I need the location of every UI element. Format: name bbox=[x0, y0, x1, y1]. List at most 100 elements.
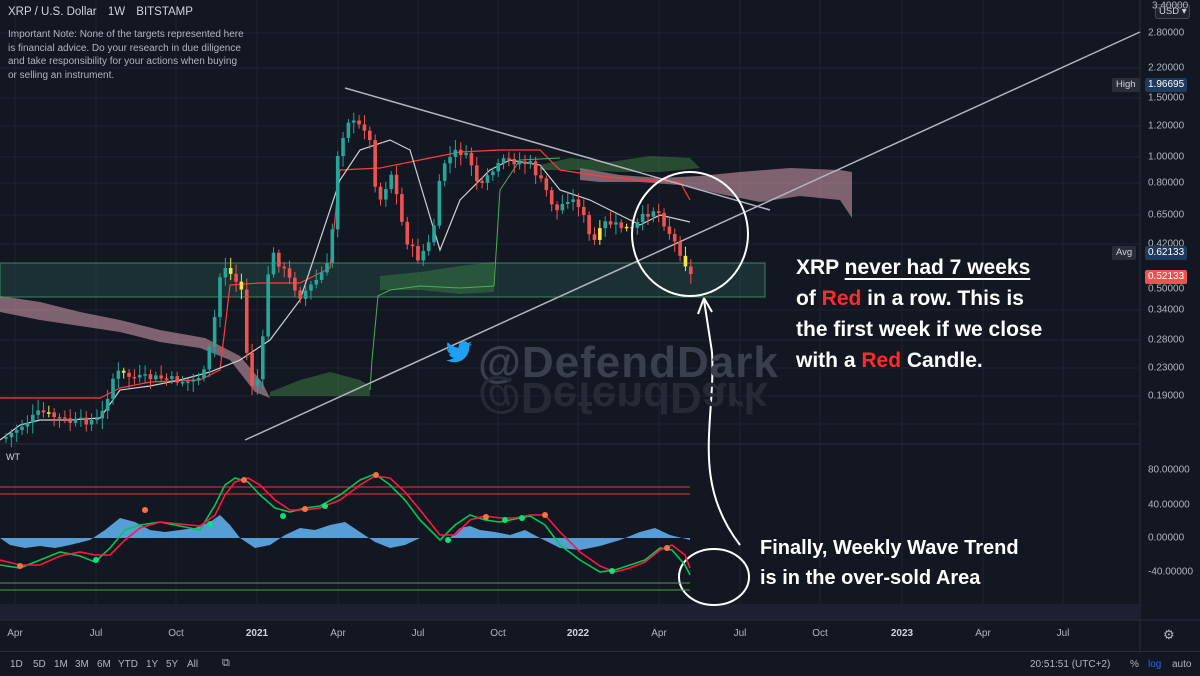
candle-body bbox=[362, 124, 367, 131]
candle-body bbox=[95, 418, 99, 421]
settings-gear-icon[interactable]: ⚙ bbox=[1163, 627, 1175, 642]
range-all[interactable]: All bbox=[187, 659, 199, 670]
candle-body bbox=[528, 161, 533, 164]
candle-body bbox=[287, 268, 292, 278]
candle-body bbox=[79, 417, 83, 420]
price-label-partial: 0.50000 bbox=[1148, 283, 1185, 295]
highlight-circle-wt[interactable] bbox=[678, 548, 750, 606]
ichimoku-base-line bbox=[0, 149, 691, 399]
candle-body bbox=[41, 410, 46, 413]
time-label: Oct bbox=[168, 628, 184, 639]
candle-body bbox=[458, 149, 463, 156]
candle-body bbox=[143, 374, 147, 376]
candle-body bbox=[100, 410, 105, 419]
candle-body bbox=[544, 178, 549, 191]
candle-body bbox=[159, 375, 163, 379]
ichimoku-cloud-bull-top bbox=[540, 156, 700, 172]
ascending-trendline[interactable] bbox=[244, 31, 1141, 441]
candle-body bbox=[571, 199, 575, 203]
candle-body bbox=[453, 149, 458, 157]
candle-body bbox=[14, 430, 19, 433]
symbol-name[interactable]: XRP / U.S. Dollar bbox=[8, 6, 97, 18]
price-label: 2.20000 bbox=[1148, 62, 1185, 74]
clock-display[interactable]: 20:51:51 (UTC+2) bbox=[1030, 659, 1111, 670]
candle-body bbox=[512, 159, 517, 165]
wt-axis-label: -40.00000 bbox=[1148, 566, 1194, 578]
range-ytd[interactable]: YTD bbox=[118, 659, 138, 670]
wt-axis-label: 0.00000 bbox=[1148, 532, 1185, 544]
candle-body bbox=[341, 137, 345, 157]
candle-body bbox=[614, 222, 618, 225]
candle-body bbox=[539, 175, 543, 179]
ichimoku-cloud-bull-mid bbox=[380, 262, 494, 294]
wt-red-line bbox=[0, 475, 691, 573]
exchange-label: BITSTAMP bbox=[136, 6, 193, 18]
candle-body bbox=[533, 161, 538, 176]
time-label: Oct bbox=[812, 628, 828, 639]
wt-axis-label: 80.00000 bbox=[1148, 464, 1190, 476]
candle-body bbox=[421, 250, 426, 261]
candle-body bbox=[4, 437, 8, 439]
last-price-tag: 0.52133 bbox=[1145, 270, 1188, 284]
annotation-line-4: with a Red Candle. bbox=[796, 349, 983, 372]
percent-toggle[interactable]: % bbox=[1130, 659, 1139, 670]
interval-label[interactable]: 1W bbox=[107, 6, 126, 18]
range-3m[interactable]: 3M bbox=[75, 659, 89, 670]
candle-body bbox=[346, 122, 351, 138]
candle-body bbox=[400, 194, 404, 222]
candle-body bbox=[261, 336, 265, 380]
candle-body bbox=[603, 221, 607, 229]
annotation-wt: Finally, Weekly Wave Trend is in the ove… bbox=[760, 533, 1019, 593]
support-zone[interactable] bbox=[0, 262, 766, 298]
candle-body bbox=[384, 189, 388, 200]
candlestick-series bbox=[4, 112, 693, 448]
highlight-circle-price[interactable] bbox=[631, 171, 749, 297]
range-1d[interactable]: 1D bbox=[10, 659, 23, 670]
candle-body bbox=[368, 130, 372, 141]
candle-body bbox=[250, 352, 254, 386]
candle-body bbox=[52, 412, 56, 418]
goto-date-icon[interactable]: ⧉ bbox=[222, 657, 230, 669]
disclaimer-note: Important Note: None of the targets repr… bbox=[8, 29, 244, 81]
candle-body bbox=[475, 165, 479, 182]
ichimoku-cloud-bear bbox=[0, 296, 270, 398]
time-label: Jul bbox=[89, 628, 103, 639]
auto-toggle[interactable]: auto bbox=[1172, 659, 1192, 670]
candle-body bbox=[47, 412, 51, 414]
candle-body bbox=[266, 274, 270, 337]
candle-body bbox=[180, 381, 185, 384]
candle-body bbox=[223, 267, 228, 278]
candle-body bbox=[111, 378, 115, 399]
candle-body bbox=[689, 266, 693, 275]
range-1y[interactable]: 1Y bbox=[146, 659, 159, 670]
candle-body bbox=[325, 263, 329, 273]
candle-body bbox=[405, 221, 410, 245]
time-label: Oct bbox=[490, 628, 506, 639]
candle-body bbox=[426, 242, 431, 251]
descending-trendline[interactable] bbox=[344, 87, 771, 211]
candle-body bbox=[148, 374, 153, 380]
wt-indicator-label[interactable]: WT bbox=[6, 452, 20, 462]
candle-body bbox=[30, 414, 35, 423]
candle-body bbox=[394, 174, 399, 195]
candle-body bbox=[25, 422, 30, 427]
avg-tag: Avg bbox=[1112, 246, 1137, 260]
candle-body bbox=[491, 171, 495, 176]
currency-button[interactable]: USD ▾ bbox=[1155, 4, 1191, 19]
range-5y[interactable]: 5Y bbox=[166, 659, 179, 670]
candle-body bbox=[592, 234, 597, 240]
candle-body bbox=[662, 212, 666, 227]
candle-body bbox=[437, 180, 442, 226]
candle-body bbox=[244, 289, 249, 353]
candle-body bbox=[507, 158, 511, 160]
candle-body bbox=[282, 266, 286, 269]
log-toggle[interactable]: log bbox=[1148, 659, 1162, 670]
candle-body bbox=[619, 222, 624, 229]
range-5d[interactable]: 5D bbox=[33, 659, 46, 670]
candle-body bbox=[608, 221, 613, 225]
candle-body bbox=[555, 204, 559, 211]
range-1m[interactable]: 1M bbox=[54, 659, 68, 670]
candle-body bbox=[207, 346, 212, 370]
range-6m[interactable]: 6M bbox=[97, 659, 111, 670]
